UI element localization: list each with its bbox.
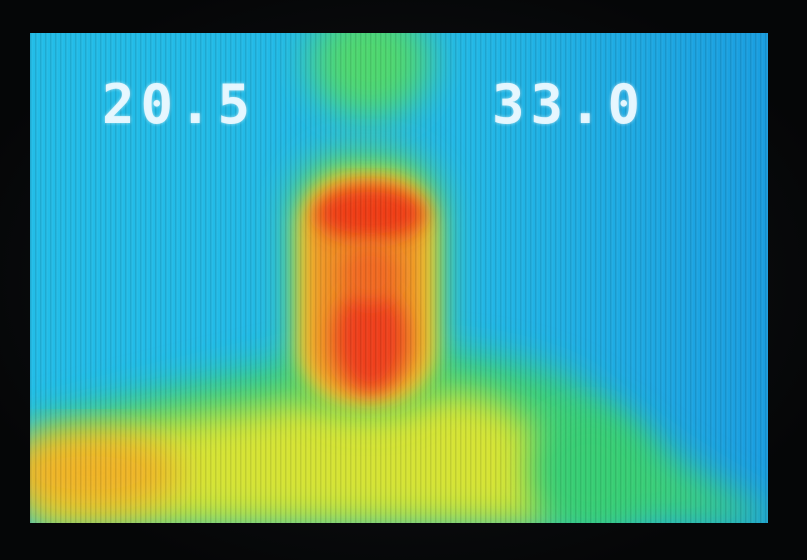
top-warm-region (310, 33, 430, 118)
hot-spot-middle (340, 243, 400, 303)
hot-spot-center (334, 283, 406, 393)
thermal-display: 20.5 33.0 (30, 33, 768, 523)
right-body-region (530, 413, 650, 523)
max-temp-readout: 33.0 (492, 73, 647, 136)
thermal-image (30, 33, 768, 523)
arm-warm-region (30, 433, 180, 513)
min-temp-readout: 20.5 (102, 73, 257, 136)
hot-spot-top (315, 185, 425, 241)
